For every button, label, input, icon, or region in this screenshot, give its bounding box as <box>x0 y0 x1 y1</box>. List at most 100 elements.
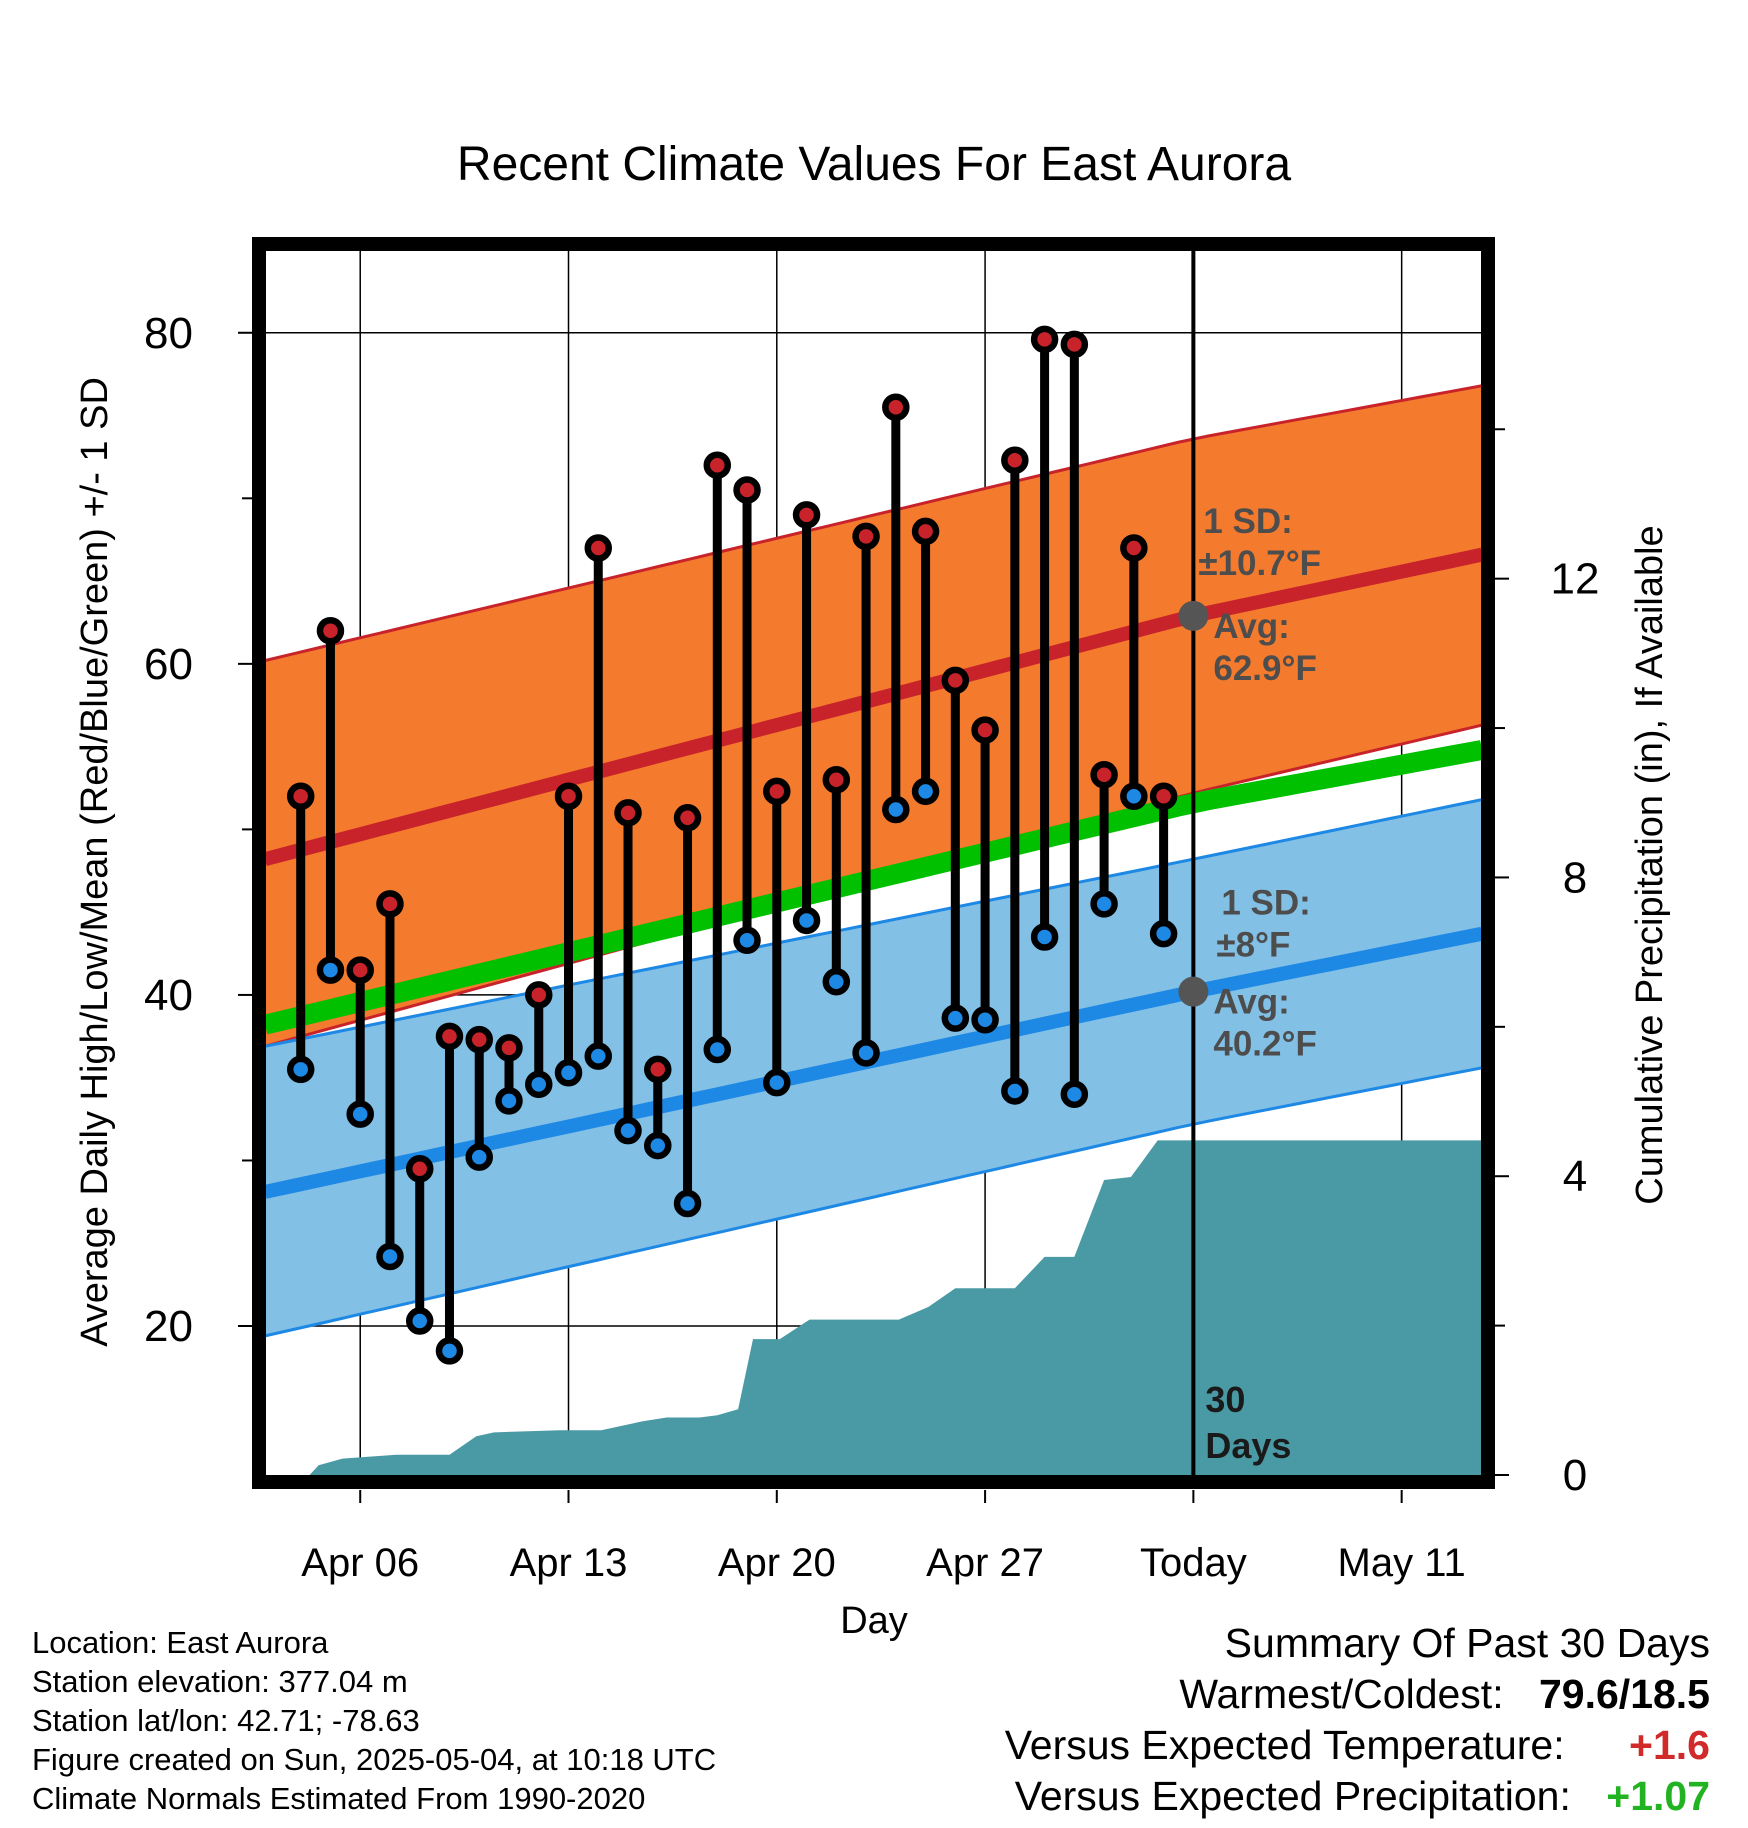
elevation-text: Station elevation: 377.04 m <box>32 1664 408 1699</box>
daily-high-point <box>1001 446 1029 474</box>
temp-label: Versus Expected Temperature: <box>1004 1722 1565 1768</box>
daily-low-point <box>1090 890 1118 918</box>
latlon-text: Station lat/lon: 42.71; -78.63 <box>32 1703 420 1738</box>
y2-tick-label: 8 <box>1563 853 1587 902</box>
daily-low-point <box>911 777 940 806</box>
plot-frame <box>252 237 1495 1489</box>
daily-low-point <box>1060 1080 1089 1109</box>
normal_low-sd-value: ±8°F <box>1216 926 1290 965</box>
x-tick-label: Apr 20 <box>718 1541 836 1585</box>
daily-low-point <box>763 1068 791 1097</box>
location-text: Location: East Aurora <box>32 1625 329 1660</box>
normal_high-avg-label: Avg: <box>1213 607 1289 646</box>
daily-high-point <box>792 501 821 529</box>
today-days-label: Days <box>1205 1425 1291 1466</box>
daily-low-point <box>346 1100 374 1128</box>
daily-high-point <box>703 451 732 479</box>
daily-high-point <box>822 765 851 794</box>
summary-heading: Summary Of Past 30 Days <box>1224 1620 1710 1666</box>
normal_low-today-avg-marker <box>1178 976 1209 1007</box>
x-axis-label: Day <box>840 1600 908 1642</box>
daily-high-point <box>614 799 642 827</box>
daily-high-point <box>644 1055 672 1084</box>
daily-high-point <box>525 981 553 1009</box>
summary-temp-row: Versus Expected Temperature: +1.6 <box>1005 1720 1710 1771</box>
daily-high-point <box>882 393 910 422</box>
y-tick-label: 20 <box>144 1302 193 1351</box>
y-tick-label: 40 <box>144 971 193 1020</box>
daily-low-point <box>792 906 821 935</box>
x-tick-label: Apr 06 <box>301 1541 419 1585</box>
daily-low-point <box>644 1131 672 1160</box>
daily-high-point <box>1120 534 1148 562</box>
y2-axis-label: Cumulative Precipitation (in), If Availa… <box>1629 525 1671 1204</box>
daily-low-point <box>495 1087 523 1115</box>
daily-range-bars <box>286 325 1178 1365</box>
normal_high-today-avg-marker <box>1178 600 1209 631</box>
normal_low-avg-value: 40.2°F <box>1213 1025 1317 1064</box>
daily-low-point <box>554 1058 583 1087</box>
daily-low-point <box>673 1189 702 1218</box>
daily-high-point <box>405 1155 434 1183</box>
daily-low-point <box>376 1242 404 1271</box>
daily-high-point <box>911 517 940 546</box>
daily-high-point <box>1149 782 1178 811</box>
y-tick-label: 80 <box>144 309 193 358</box>
normal_high-upper-line <box>265 384 1482 662</box>
daily-high-point <box>941 666 970 695</box>
created-text: Figure created on Sun, 2025-05-04, at 10… <box>32 1742 717 1777</box>
daily-high-point <box>971 716 999 744</box>
x-tick-label: Apr 13 <box>510 1541 628 1585</box>
daily-high-point <box>376 890 404 918</box>
daily-low-point <box>435 1337 464 1365</box>
daily-low-point <box>584 1042 613 1070</box>
daily-low-point <box>971 1006 999 1034</box>
daily-high-point <box>465 1025 493 1054</box>
y-tick-label: 60 <box>144 640 193 689</box>
daily-high-point <box>346 956 374 984</box>
summary-panel: Summary Of Past 30 Days Warmest/Coldest:… <box>1005 1618 1710 1822</box>
daily-low-point <box>614 1116 642 1145</box>
daily-high-point <box>673 804 702 832</box>
daily-high-point <box>1060 330 1089 359</box>
daily-low-point <box>882 795 910 824</box>
daily-high-point <box>554 782 583 811</box>
daily-high-point <box>1090 761 1118 789</box>
station-info: Location: East Aurora Station elevation:… <box>32 1623 716 1818</box>
precipitation-area <box>265 1140 1482 1475</box>
today-line: 30 Days <box>1191 250 1291 1475</box>
precipitation-fill <box>265 1140 1482 1475</box>
warmest-value: 79.6/18.5 <box>1539 1671 1710 1717</box>
y2-tick-label: 4 <box>1563 1152 1587 1201</box>
daily-high-point <box>733 476 761 504</box>
normal_low-sd-label: 1 SD: <box>1221 884 1310 923</box>
daily-high-point <box>435 1022 464 1051</box>
normal_low-lower-line <box>265 1066 1482 1338</box>
y-axis-label: Average Daily High/Low/Mean (Red/Blue/Gr… <box>74 377 116 1347</box>
daily-high-point <box>316 616 345 645</box>
daily-high-point <box>584 534 613 562</box>
chart-title: Recent Climate Values For East Aurora <box>457 138 1291 191</box>
daily-low-point <box>941 1004 970 1032</box>
normal_high-avg-line <box>265 547 1482 866</box>
x-tick-label: Apr 27 <box>926 1541 1044 1585</box>
daily-high-point <box>763 777 791 806</box>
daily-low-point <box>703 1035 732 1064</box>
precip-label: Versus Expected Precipitation: <box>1014 1773 1571 1819</box>
summary-warmest-row: Warmest/Coldest: 79.6/18.5 <box>1005 1669 1710 1720</box>
x-tick-label: May 11 <box>1338 1541 1466 1585</box>
x-tick-label: Today <box>1140 1541 1247 1585</box>
normal_high-sd-value: ±10.7°F <box>1198 544 1321 583</box>
daily-low-point <box>1120 782 1148 811</box>
normal_low-avg-label: Avg: <box>1213 983 1289 1022</box>
normal_high-avg-value: 62.9°F <box>1213 649 1317 688</box>
daily-low-point <box>286 1055 315 1084</box>
daily-high-point <box>852 522 880 551</box>
normal_high-sd-label: 1 SD: <box>1203 502 1292 541</box>
warmest-label: Warmest/Coldest: <box>1179 1671 1504 1717</box>
summary-precip-row: Versus Expected Precipitation: +1.07 <box>1005 1771 1710 1822</box>
daily-low-point <box>1149 919 1178 948</box>
y2-tick-label: 12 <box>1551 555 1600 604</box>
